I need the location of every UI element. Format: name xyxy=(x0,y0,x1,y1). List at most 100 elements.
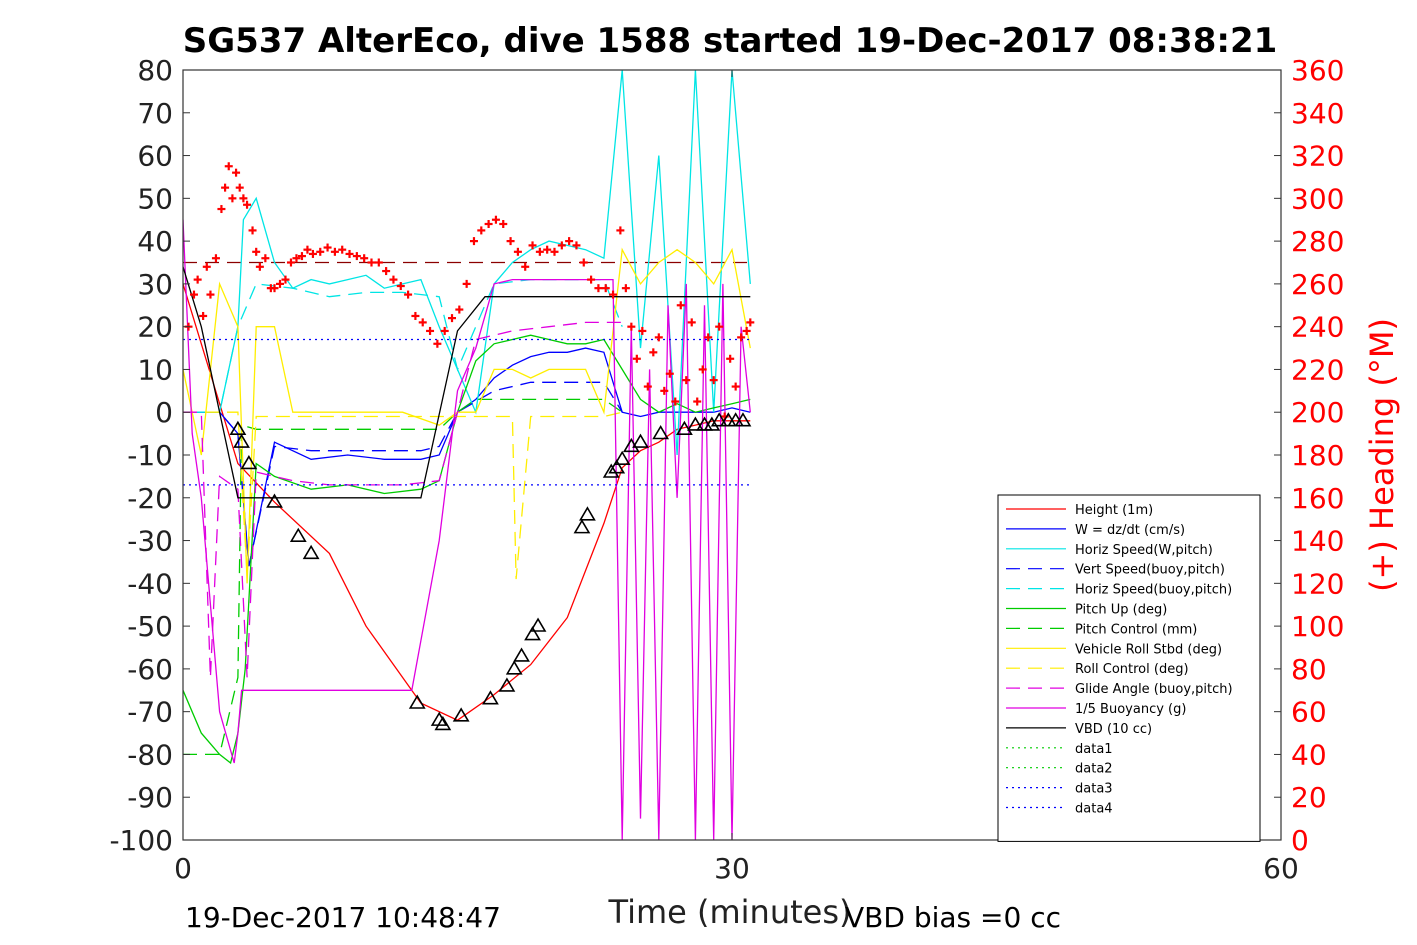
heading-point xyxy=(330,247,339,256)
heading-point xyxy=(292,254,301,263)
heading-point xyxy=(243,200,252,209)
heading-point xyxy=(396,282,405,291)
heading-point xyxy=(360,254,369,263)
heading-point xyxy=(587,275,596,284)
height-marker xyxy=(602,463,620,478)
y-right-tick-label: 360 xyxy=(1291,54,1344,87)
heading-point xyxy=(513,247,522,256)
height-marker xyxy=(710,412,728,427)
heading-point xyxy=(433,339,442,348)
heading-point xyxy=(609,290,618,299)
height-marker xyxy=(302,544,320,560)
heading-point xyxy=(709,376,718,385)
heading-point xyxy=(255,262,264,271)
legend-label: Vehicle Roll Stbd (deg) xyxy=(1075,642,1222,657)
heading-point xyxy=(235,183,244,192)
height-marker xyxy=(289,527,307,542)
heading-point xyxy=(404,290,413,299)
y-tick-label: -50 xyxy=(127,610,173,643)
heading-point xyxy=(286,258,295,267)
heading-point xyxy=(682,376,691,385)
heading-point xyxy=(477,226,486,235)
y-right-tick-label: 320 xyxy=(1291,140,1344,173)
legend-label: data1 xyxy=(1075,742,1113,757)
height-marker xyxy=(452,707,470,722)
heading-point xyxy=(715,322,724,331)
series-line-11 xyxy=(183,266,751,499)
y-tick-label: -70 xyxy=(127,696,173,729)
heading-point xyxy=(224,162,233,171)
height-marker xyxy=(498,677,516,692)
height-marker xyxy=(266,493,283,508)
y-tick-label: -100 xyxy=(109,824,173,857)
heading-point xyxy=(638,326,647,335)
height-marker xyxy=(240,454,258,470)
y-tick-label: -10 xyxy=(127,439,173,472)
heading-point xyxy=(248,226,257,235)
height-marker xyxy=(482,690,499,705)
heading-point xyxy=(228,194,237,203)
height-marker xyxy=(608,459,626,474)
heading-point xyxy=(367,258,376,267)
height-marker xyxy=(632,433,649,448)
series-line-6 xyxy=(183,398,623,756)
y-right-tick-label: 200 xyxy=(1291,396,1344,429)
height-marker xyxy=(524,626,541,641)
y-tick-label: 20 xyxy=(137,311,173,344)
heading-point xyxy=(726,354,735,363)
y-right-tick-label: 80 xyxy=(1291,653,1327,686)
y-tick-label: 10 xyxy=(137,353,173,386)
heading-point xyxy=(281,275,290,284)
height-marker xyxy=(676,420,693,436)
y-tick-label: 0 xyxy=(155,396,173,429)
heading-point xyxy=(261,254,270,263)
y-right-tick-label: 280 xyxy=(1291,225,1344,258)
y-tick-label: 30 xyxy=(137,268,173,301)
legend-label: Pitch Control (mm) xyxy=(1075,622,1197,637)
legend-label: Horiz Speed(buoy,pitch) xyxy=(1075,583,1232,598)
series-line-5 xyxy=(183,334,751,765)
heading-point xyxy=(352,252,361,261)
y-tick-label: -60 xyxy=(127,653,173,686)
y-tick-label: 60 xyxy=(137,140,173,173)
y-right-tick-label: 160 xyxy=(1291,482,1344,515)
height-marker xyxy=(233,433,250,448)
heading-point xyxy=(742,326,751,335)
heading-point xyxy=(491,215,500,224)
height-marker xyxy=(703,416,721,431)
series-line-3 xyxy=(183,381,623,567)
heading-point xyxy=(660,386,669,395)
legend: Height (1m) W = dz/dt (cm/s) Horiz Speed(W… xyxy=(997,494,1261,842)
heading-point xyxy=(543,245,552,254)
heading-point xyxy=(665,369,674,378)
heading-point xyxy=(303,245,312,254)
x-tick-label: 0 xyxy=(174,852,192,885)
heading-point xyxy=(731,382,740,391)
heading-point xyxy=(239,194,248,203)
heading-point xyxy=(382,267,391,276)
footer-vbd-bias: VBD bias =0 cc xyxy=(845,901,1061,934)
y-tick-label: 50 xyxy=(137,182,173,215)
series-line-2 xyxy=(183,70,751,456)
heading-point xyxy=(621,284,630,293)
series-line-8 xyxy=(183,411,623,580)
y-right-tick-label: 140 xyxy=(1291,525,1344,558)
legend-label: data3 xyxy=(1075,782,1113,797)
heading-point xyxy=(693,397,702,406)
y-right-tick-label: 180 xyxy=(1291,439,1344,472)
heading-point xyxy=(448,314,457,323)
y-right-tick-label: 120 xyxy=(1291,567,1344,600)
heading-point xyxy=(221,183,230,192)
height-marker xyxy=(652,425,670,440)
legend-label: Vert Speed(buoy,pitch) xyxy=(1075,563,1225,578)
heading-point xyxy=(426,326,435,335)
heading-point xyxy=(455,305,464,314)
heading-point xyxy=(737,333,746,342)
heading-point xyxy=(643,382,652,391)
heading-point xyxy=(579,258,588,267)
y-right-tick-label: 260 xyxy=(1291,268,1344,301)
heading-point xyxy=(308,249,317,258)
y-right-tick-label: 60 xyxy=(1291,696,1327,729)
legend-label: Horiz Speed(W,pitch) xyxy=(1075,543,1213,558)
